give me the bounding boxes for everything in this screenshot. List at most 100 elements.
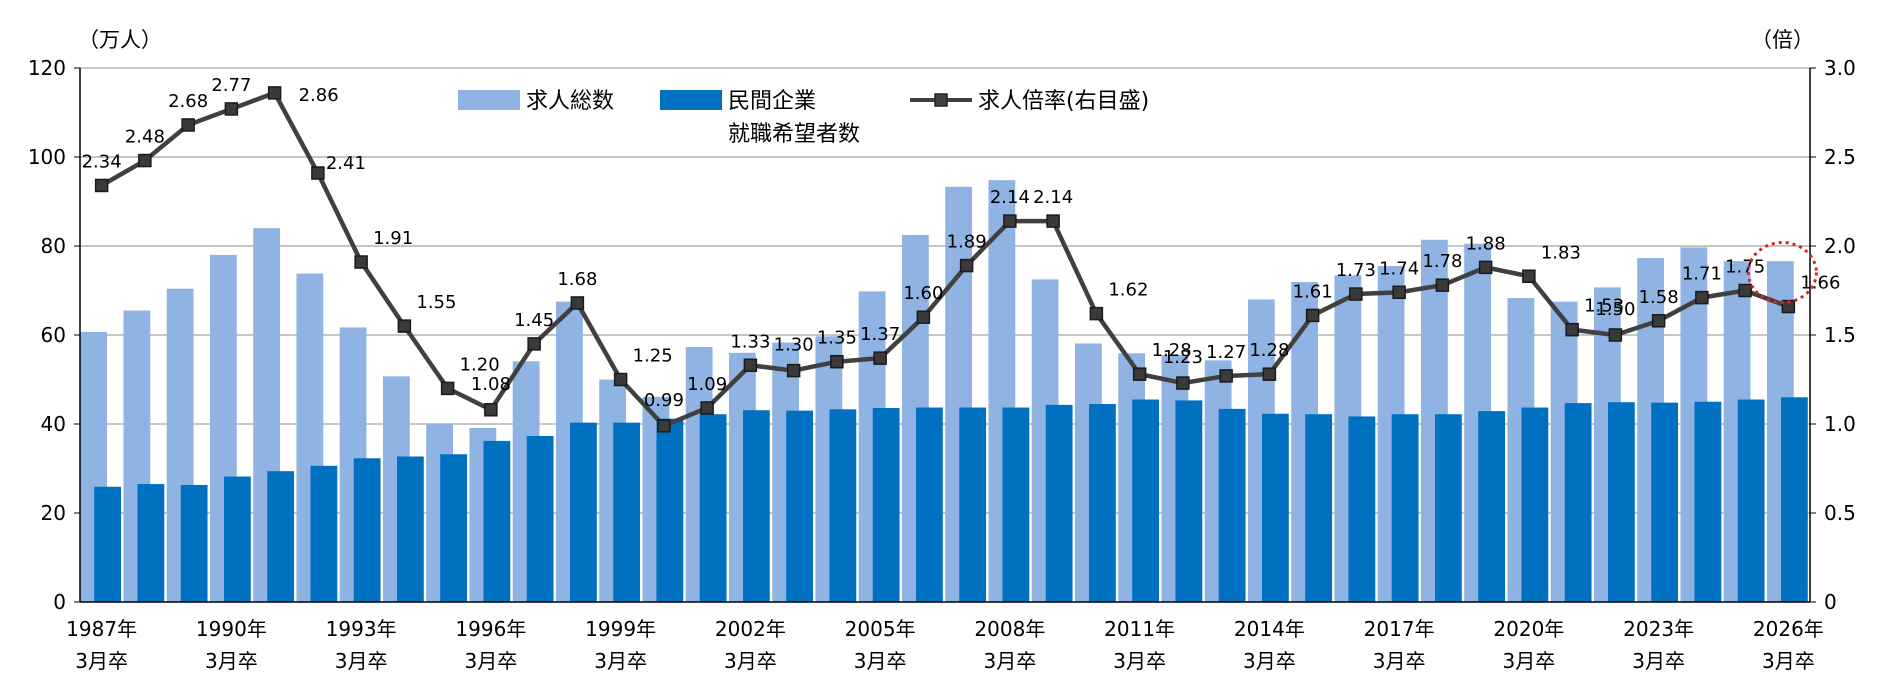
- x-tick-year-6: 1993年: [326, 617, 397, 641]
- left-axis-ticks: 0 20 40 60 80 100 120: [28, 56, 80, 614]
- bar-seekers-2023: [1651, 402, 1679, 602]
- ratio-line-series: [94, 86, 1796, 433]
- left-tick-120: 120: [28, 56, 66, 80]
- legend-label-ratio: 求人倍率(右目盛): [978, 89, 1149, 114]
- left-tick-80: 80: [41, 234, 66, 258]
- bar-seekers-2005: [872, 407, 900, 602]
- left-axis-unit: （万人）: [78, 28, 162, 52]
- legend-label-seekers: 民間企業 就職希望者数: [728, 89, 860, 147]
- bar-seekers-2015: [1305, 414, 1333, 602]
- ratio-label-2020: 1.83: [1541, 242, 1581, 263]
- ratio-marker-2017: [1392, 285, 1406, 300]
- x-tick-year-21: 2008年: [974, 617, 1045, 641]
- ratio-data-labels: 2.342.482.682.77 2.86 2.41 1.91 1.55 1.201.08…: [82, 75, 1841, 411]
- x-tick-year-24: 2011年: [1104, 617, 1175, 641]
- bar-seekers-2021: [1564, 403, 1592, 602]
- bar-seekers-2025: [1737, 399, 1765, 602]
- ratio-label-2022: 1.50: [1595, 299, 1635, 320]
- ratio-marker-1991: [267, 86, 282, 100]
- ratio-marker-2025: [1738, 283, 1752, 298]
- ratio-label-1991: 2.86: [299, 85, 339, 106]
- right-tick-3.0: 3.0: [1824, 56, 1856, 80]
- ratio-marker-2023: [1651, 314, 1666, 328]
- left-tick-100: 100: [28, 145, 66, 169]
- x-tick-grad-39: 3月卒: [1762, 649, 1815, 673]
- bar-seekers-1989: [180, 484, 208, 602]
- ratio-marker-2015: [1305, 308, 1320, 323]
- ratio-label-1990: 2.77: [211, 75, 251, 96]
- ratio-label-2003: 1.30: [774, 335, 814, 356]
- x-tick-grad-3: 3月卒: [205, 649, 258, 673]
- bar-seekers-2001: [699, 414, 727, 602]
- ratio-label-1994: 1.55: [416, 292, 456, 313]
- ratio-marker-2024: [1695, 290, 1709, 305]
- ratio-marker-2007: [959, 258, 974, 273]
- ratio-label-2014: 1.28: [1249, 340, 1289, 361]
- bar-seekers-2026: [1780, 397, 1808, 602]
- bar-seekers-2014: [1261, 413, 1289, 602]
- ratio-label-2023: 1.58: [1639, 287, 1679, 308]
- ratio-label-1996: 1.08: [471, 374, 511, 395]
- bar-seekers-2020: [1521, 407, 1549, 602]
- ratio-marker-2022: [1608, 328, 1623, 342]
- ratio-marker-2026: [1781, 299, 1796, 314]
- ratio-marker-2001: [700, 401, 714, 415]
- ratio-marker-1987: [94, 178, 109, 193]
- ratio-label-2017: 1.74: [1379, 258, 1419, 279]
- bar-seekers-1994: [396, 456, 424, 602]
- ratio-marker-2019: [1478, 260, 1493, 275]
- ratio-marker-2009: [1046, 214, 1060, 228]
- bar-seekers-2011: [1132, 399, 1160, 602]
- ratio-label-2015: 1.61: [1293, 281, 1333, 302]
- right-tick-1.0: 1.0: [1824, 412, 1856, 436]
- ratio-marker-1996: [484, 403, 498, 417]
- bar-seekers-1999: [613, 422, 641, 602]
- bar-seekers-2004: [829, 409, 857, 602]
- bar-seekers-2012: [1175, 400, 1203, 602]
- bar-seekers-2016: [1348, 416, 1376, 602]
- ratio-label-2019: 1.88: [1466, 233, 1506, 254]
- x-tick-year-36: 2023年: [1623, 617, 1694, 641]
- ratio-label-2007: 1.89: [947, 232, 987, 253]
- ratio-marker-1998: [570, 296, 585, 310]
- ratio-label-1989: 2.68: [168, 91, 208, 112]
- ratio-label-1987: 2.34: [82, 151, 122, 172]
- right-tick-2.5: 2.5: [1824, 145, 1856, 169]
- x-tick-year-15: 2002年: [715, 617, 786, 641]
- ratio-label-2021: 1.53: [1584, 296, 1624, 317]
- ratio-marker-2004: [830, 354, 844, 369]
- legend-marker-ratio: [934, 93, 948, 107]
- x-tick-year-0: 1987年: [66, 617, 137, 641]
- x-tick-grad-9: 3月卒: [465, 649, 518, 673]
- x-axis-ticks: 1987年 3月卒 1990年 3月卒 1993年 3月卒 1996年 3月卒 1999年 3月卒…: [66, 617, 1824, 673]
- ratio-label-2024: 1.71: [1682, 264, 1722, 285]
- bar-seekers-1997: [526, 436, 554, 602]
- ratio-label-1992: 2.41: [326, 153, 366, 174]
- x-tick-year-18: 2005年: [845, 617, 916, 641]
- legend-swatch-seekers: [660, 90, 722, 110]
- ratio-marker-1999: [613, 372, 628, 387]
- right-axis-ticks: 0 0.5 1.0 1.5 2.0 2.5 3.0: [1810, 56, 1856, 614]
- ratio-marker-2018: [1435, 278, 1450, 292]
- x-tick-grad-33: 3月卒: [1503, 649, 1556, 673]
- bar-seekers-2017: [1391, 414, 1419, 602]
- bar-seekers-1996: [483, 440, 511, 602]
- x-tick-grad-36: 3月卒: [1632, 649, 1685, 673]
- bar-seekers-2000: [656, 418, 684, 602]
- ratio-label-1999: 1.25: [633, 346, 673, 367]
- ratio-marker-2012: [1176, 376, 1190, 390]
- ratio-marker-2008: [1003, 214, 1017, 228]
- bar-seekers-2007: [959, 407, 987, 602]
- x-tick-year-27: 2014年: [1234, 617, 1305, 641]
- right-tick-1.5: 1.5: [1824, 323, 1856, 347]
- ratio-marker-1988: [138, 153, 152, 168]
- x-tick-grad-12: 3月卒: [594, 649, 647, 673]
- bar-seekers-2008: [1002, 407, 1030, 602]
- x-tick-year-9: 1996年: [455, 617, 526, 641]
- ratio-label-2000: 0.99: [644, 390, 684, 411]
- ratio-marker-2011: [1132, 367, 1147, 381]
- x-tick-grad-15: 3月卒: [724, 649, 777, 673]
- bar-seekers-1988: [137, 484, 165, 602]
- legend-label-seekers-line2: 就職希望者数: [728, 122, 860, 147]
